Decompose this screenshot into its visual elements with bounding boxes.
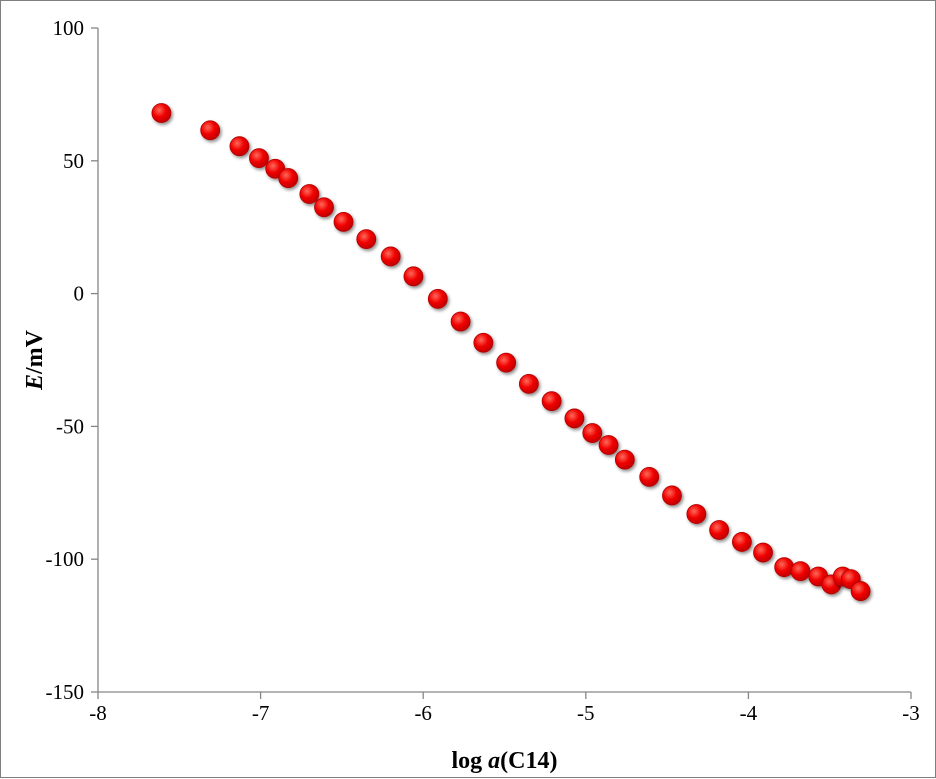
data-point	[541, 391, 562, 412]
data-point	[614, 449, 635, 470]
data-point	[473, 332, 494, 353]
data-points	[151, 103, 871, 601]
data-point	[356, 229, 377, 250]
data-point	[380, 246, 401, 267]
data-point	[639, 466, 660, 487]
y-tick-label: 0	[74, 282, 85, 306]
data-point	[686, 504, 707, 524]
tick-labels: -150 -100 -50 0 50 100 -8 -7 -6 -5 -4 -3	[46, 16, 920, 725]
data-point	[774, 557, 795, 578]
data-point	[850, 581, 871, 601]
data-point	[229, 136, 250, 157]
data-point	[403, 266, 424, 287]
y-tick-label: 50	[63, 149, 84, 173]
data-point	[790, 561, 811, 582]
data-point	[518, 374, 539, 394]
data-point	[582, 423, 603, 443]
data-point	[200, 120, 221, 141]
data-point	[564, 408, 585, 429]
y-tick-label: 100	[53, 16, 85, 40]
data-point	[662, 485, 682, 506]
data-point	[299, 184, 320, 204]
x-tick-label: -6	[414, 701, 432, 725]
data-point	[333, 211, 354, 232]
x-tick-label: -3	[902, 701, 920, 725]
data-point	[753, 542, 773, 563]
y-tick-label: -50	[56, 414, 84, 438]
data-point	[450, 311, 471, 332]
x-tick-label: -8	[89, 701, 107, 725]
x-tick-label: -7	[252, 701, 270, 725]
x-tick-label: -4	[740, 701, 758, 725]
axes	[91, 27, 912, 699]
data-point	[598, 435, 619, 455]
data-point	[496, 352, 517, 373]
x-tick-label: -5	[577, 701, 595, 725]
data-point	[731, 532, 752, 552]
y-tick-label: -100	[46, 547, 85, 571]
data-point	[314, 197, 334, 218]
x-axis-title: log a(C14)	[452, 748, 558, 774]
y-tick-label: -150	[46, 680, 85, 704]
data-point	[151, 103, 172, 123]
data-point	[278, 168, 299, 188]
data-point	[249, 148, 269, 169]
data-point	[427, 289, 448, 309]
data-point	[709, 520, 730, 540]
y-axis-title: E/mV	[22, 329, 48, 391]
